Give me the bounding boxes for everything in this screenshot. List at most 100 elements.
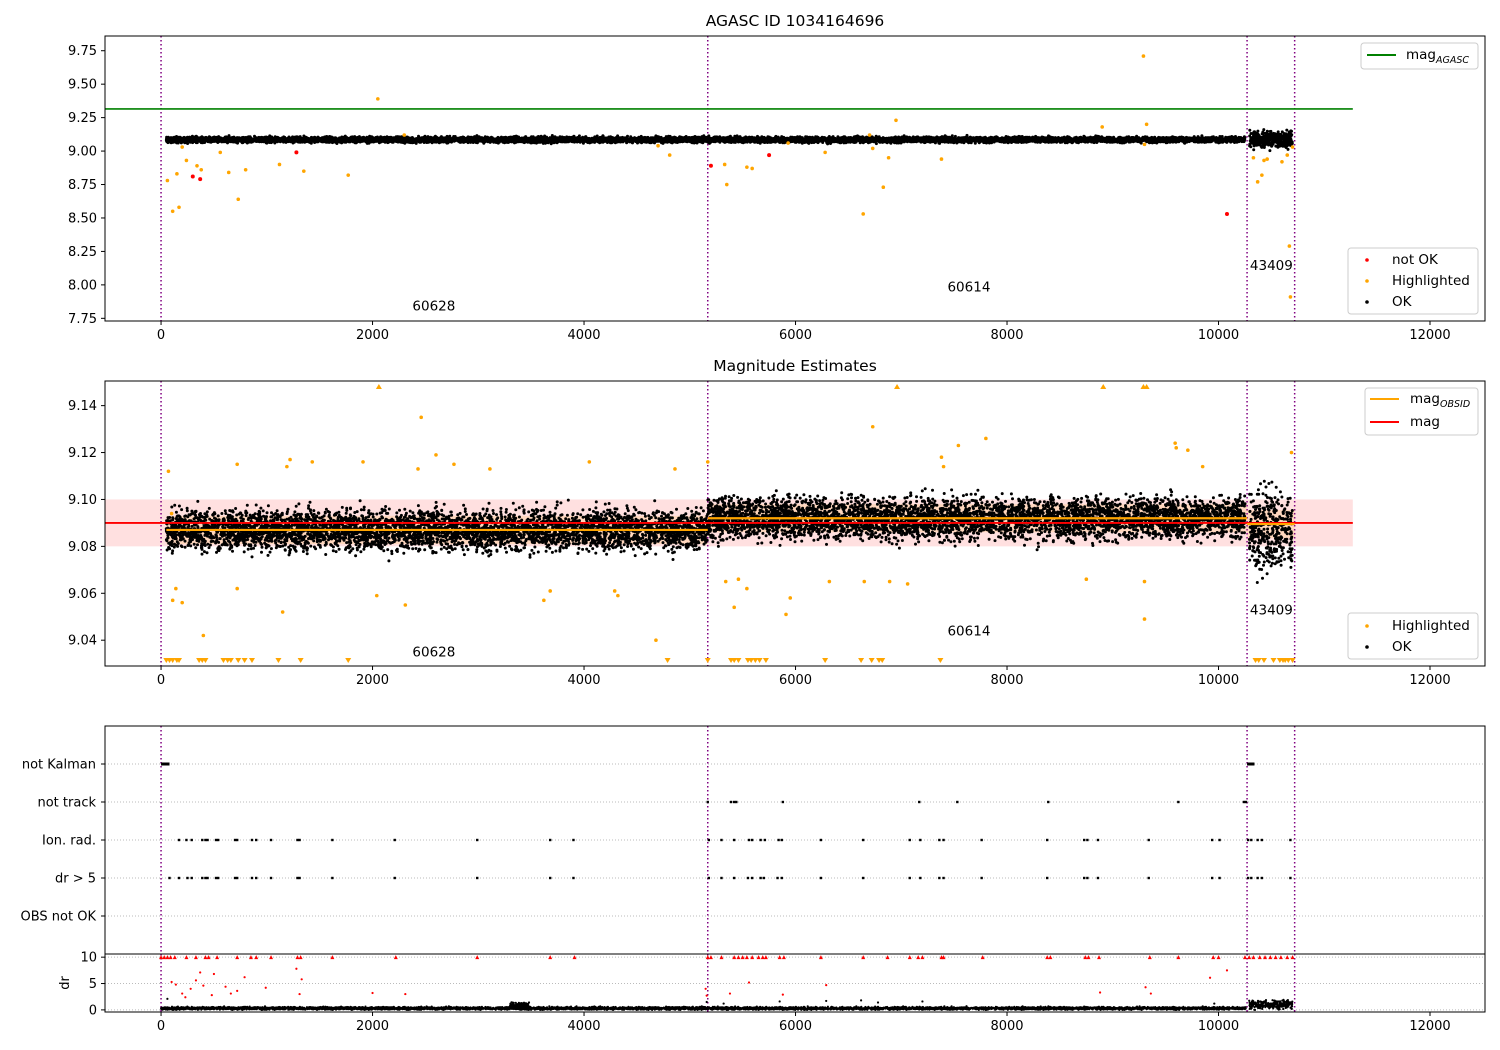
clipped-high-marker: [894, 384, 901, 389]
dr-large-point: [298, 992, 301, 996]
panel1-legend-top: magAGASC: [1360, 42, 1479, 70]
clipped-low-marker: [868, 658, 875, 663]
flag-marker: [331, 838, 334, 842]
dr-clipped-marker: [1251, 955, 1256, 960]
dr-clipped-marker: [708, 955, 713, 960]
x-tick-label: 8000: [990, 328, 1023, 343]
highlighted-point: [1265, 157, 1269, 161]
y-tick-label: 9.50: [68, 78, 97, 93]
dr-large-point: [300, 978, 303, 981]
flag-marker: [732, 800, 736, 804]
clipped-low-marker: [220, 658, 227, 663]
dr-clipped-marker: [736, 955, 741, 960]
x-tick-label: 12000: [1409, 673, 1450, 688]
dr-point: [876, 1001, 880, 1004]
highlighted-point: [870, 424, 875, 429]
x-tick-label: 12000: [1409, 1019, 1450, 1034]
flag-marker: [298, 876, 301, 880]
panel4-axes: 0 2000 4000 6000 8000 10000 12000 0 5 10: [80, 951, 1450, 1034]
dr-clipped-marker: [572, 955, 577, 960]
highlighted-point: [1280, 159, 1284, 164]
dr-large-point: [1208, 976, 1212, 979]
highlighted-point: [177, 205, 181, 210]
flag-marker: [707, 876, 711, 880]
dr-clipped-marker: [1285, 955, 1290, 960]
highlighted-point: [170, 598, 175, 603]
x-tick-label: 2000: [356, 673, 389, 688]
highlighted-point: [1255, 180, 1260, 184]
flag-row-label: dr > 5: [55, 872, 96, 887]
x-tick-label: 6000: [779, 328, 812, 343]
clipped-low-marker: [1289, 658, 1296, 663]
flag-marker: [759, 838, 762, 842]
x-tick-label: 0: [157, 328, 165, 343]
flag-marker: [938, 876, 941, 880]
not-ok-point: [294, 150, 299, 155]
dr-large-point: [1225, 969, 1229, 972]
dr-clipped-marker: [916, 955, 921, 960]
not-ok-point: [708, 163, 713, 168]
y-tick-label: 9.75: [68, 44, 97, 59]
legend-highlighted-marker: [1365, 279, 1369, 283]
dr-large-point: [184, 996, 187, 999]
panel2-legend-bottom: Highlighted OK: [1347, 612, 1479, 660]
clipped-low-marker: [735, 658, 742, 663]
dr-clipped-marker: [1083, 955, 1088, 960]
clipped-low-marker: [297, 658, 304, 663]
flag-marker: [250, 838, 254, 842]
flag-row-label: not Kalman: [22, 758, 96, 773]
dr-large-point: [194, 979, 198, 982]
clipped-low-marker: [202, 658, 209, 663]
dr-large-point: [189, 987, 192, 990]
highlighted-point: [548, 589, 552, 593]
flag-marker: [862, 838, 865, 842]
y-tick-label: 9.08: [68, 540, 97, 555]
flag-marker: [1250, 838, 1253, 842]
dr-clipped-marker: [269, 955, 274, 960]
dr-clipped-marker: [1290, 955, 1295, 960]
flag-marker: [572, 838, 575, 842]
highlighted-point: [939, 157, 944, 161]
dr-point: [705, 1000, 708, 1004]
highlighted-point: [180, 600, 184, 605]
dr-large-point: [295, 967, 298, 970]
highlighted-point: [616, 593, 620, 598]
flag-row-label: Ion. rad.: [42, 834, 96, 849]
panel1-title: AGASC ID 1034164696: [706, 12, 885, 30]
clipped-low-marker: [345, 658, 352, 663]
dr-clipped-marker: [206, 955, 211, 960]
flag-marker: [214, 876, 218, 880]
legend-not-ok-label: not OK: [1392, 252, 1439, 268]
flag-marker: [1260, 876, 1264, 880]
obsid-label: 43409: [1250, 258, 1293, 274]
flag-marker: [707, 838, 711, 842]
highlighted-point: [226, 170, 231, 175]
flag-marker: [908, 876, 911, 880]
clipped-low-marker: [748, 658, 755, 663]
dr-large-point: [1098, 991, 1102, 994]
highlighted-point: [1100, 125, 1104, 129]
flag-marker: [216, 876, 220, 880]
highlighted-point: [175, 172, 179, 176]
flag-marker: [1289, 838, 1292, 842]
highlighted-point: [886, 155, 891, 160]
x-tick-label: 6000: [779, 673, 812, 688]
flag-marker: [235, 838, 239, 842]
not-ok-point: [1224, 211, 1229, 216]
highlighted-point: [346, 173, 351, 177]
clipped-high-marker: [375, 384, 382, 389]
y-tick-label: 8.25: [68, 245, 97, 260]
flag-marker: [161, 762, 170, 766]
highlighted-point: [542, 598, 546, 603]
dr-clipped-marker: [172, 955, 177, 960]
y-tick-label: 9.25: [68, 111, 97, 126]
highlighted-point: [195, 163, 199, 168]
dr-clipped-marker: [1242, 955, 1247, 960]
highlighted-point: [724, 182, 729, 187]
not-ok-point: [190, 174, 195, 179]
y-tick-label: 8.75: [68, 178, 97, 193]
panel3-plot-area: [105, 726, 1485, 954]
dr-point: [166, 997, 169, 1000]
flag-marker: [1177, 800, 1180, 804]
